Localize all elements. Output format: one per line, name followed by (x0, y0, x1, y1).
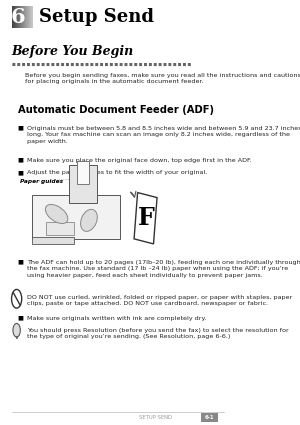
Text: You should press Resolution (before you send the fax) to select the resolution f: You should press Resolution (before you … (27, 328, 288, 339)
Bar (16, 6, 17, 28)
Bar (26, 6, 27, 28)
Bar (30, 6, 31, 28)
Bar (12, 6, 14, 28)
Text: ■: ■ (17, 170, 23, 176)
Text: Make sure you place the original face down, top edge first in the ADF.: Make sure you place the original face do… (27, 158, 251, 163)
Bar (32, 6, 33, 28)
Bar (28, 6, 29, 28)
Bar (22, 6, 23, 28)
Bar (28, 6, 30, 28)
Bar (69, 165, 97, 204)
Bar (32, 6, 33, 28)
Polygon shape (134, 193, 157, 244)
Bar (18, 6, 19, 28)
Text: ■: ■ (17, 260, 23, 265)
Bar (19, 6, 20, 28)
Bar (29, 6, 30, 28)
Bar (15, 6, 16, 28)
Text: Before You Begin: Before You Begin (12, 45, 134, 59)
Bar (14, 6, 15, 28)
Bar (14, 6, 16, 28)
Bar (24, 6, 26, 28)
Bar (16, 6, 18, 28)
Text: 6-1: 6-1 (205, 415, 214, 420)
Bar (77, 161, 89, 184)
Text: SETUP SEND: SETUP SEND (139, 415, 172, 420)
Circle shape (13, 323, 20, 337)
Bar (20, 6, 21, 28)
Bar (13, 6, 14, 28)
Bar (32, 195, 120, 240)
Text: Setup Send: Setup Send (39, 8, 154, 25)
Text: Make sure originals written with ink are completely dry.: Make sure originals written with ink are… (27, 316, 206, 321)
Ellipse shape (81, 210, 97, 231)
Text: Automatic Document Feeder (ADF): Automatic Document Feeder (ADF) (19, 105, 214, 115)
Bar (46, 223, 74, 235)
Text: Before you begin sending faxes, make sure you read all the instructions and caut: Before you begin sending faxes, make sur… (26, 73, 300, 85)
Text: ■: ■ (17, 126, 23, 131)
Text: DO NOT use curled, wrinkled, folded or ripped paper, or paper with staples, pape: DO NOT use curled, wrinkled, folded or r… (27, 295, 292, 306)
Bar (32, 238, 74, 244)
Text: F: F (138, 206, 155, 230)
Bar (19, 6, 20, 28)
Bar (23, 6, 24, 28)
Bar (201, 413, 218, 422)
Bar (21, 6, 22, 28)
Bar (12, 6, 13, 28)
Text: Paper guides: Paper guides (20, 179, 63, 184)
Text: Originals must be between 5.8 and 8.5 inches wide and between 5.9 and 23.7 inche: Originals must be between 5.8 and 8.5 in… (27, 126, 300, 144)
Bar (27, 6, 28, 28)
Bar (24, 6, 25, 28)
Bar (26, 6, 28, 28)
Ellipse shape (45, 204, 68, 224)
Bar (17, 6, 18, 28)
Bar (25, 6, 26, 28)
Text: Adjust the paper guides to fit the width of your original.: Adjust the paper guides to fit the width… (27, 170, 207, 176)
Text: The ADF can hold up to 20 pages (17lb–20 lb), feeding each one individually thro: The ADF can hold up to 20 pages (17lb–20… (27, 260, 300, 278)
Text: ■: ■ (17, 316, 23, 321)
Text: 6: 6 (11, 6, 26, 27)
Text: ■ ■ ■ ■ ■ ■ ■ ■ ■ ■ ■ ■ ■ ■ ■ ■ ■ ■ ■ ■ ■ ■ ■ ■ ■ ■ ■ ■ ■ ■ ■ ■ ■ ■ ■ ■ ■: ■ ■ ■ ■ ■ ■ ■ ■ ■ ■ ■ ■ ■ ■ ■ ■ ■ ■ ■ ■ … (12, 63, 192, 67)
Text: ■: ■ (17, 158, 23, 163)
Bar (31, 6, 32, 28)
